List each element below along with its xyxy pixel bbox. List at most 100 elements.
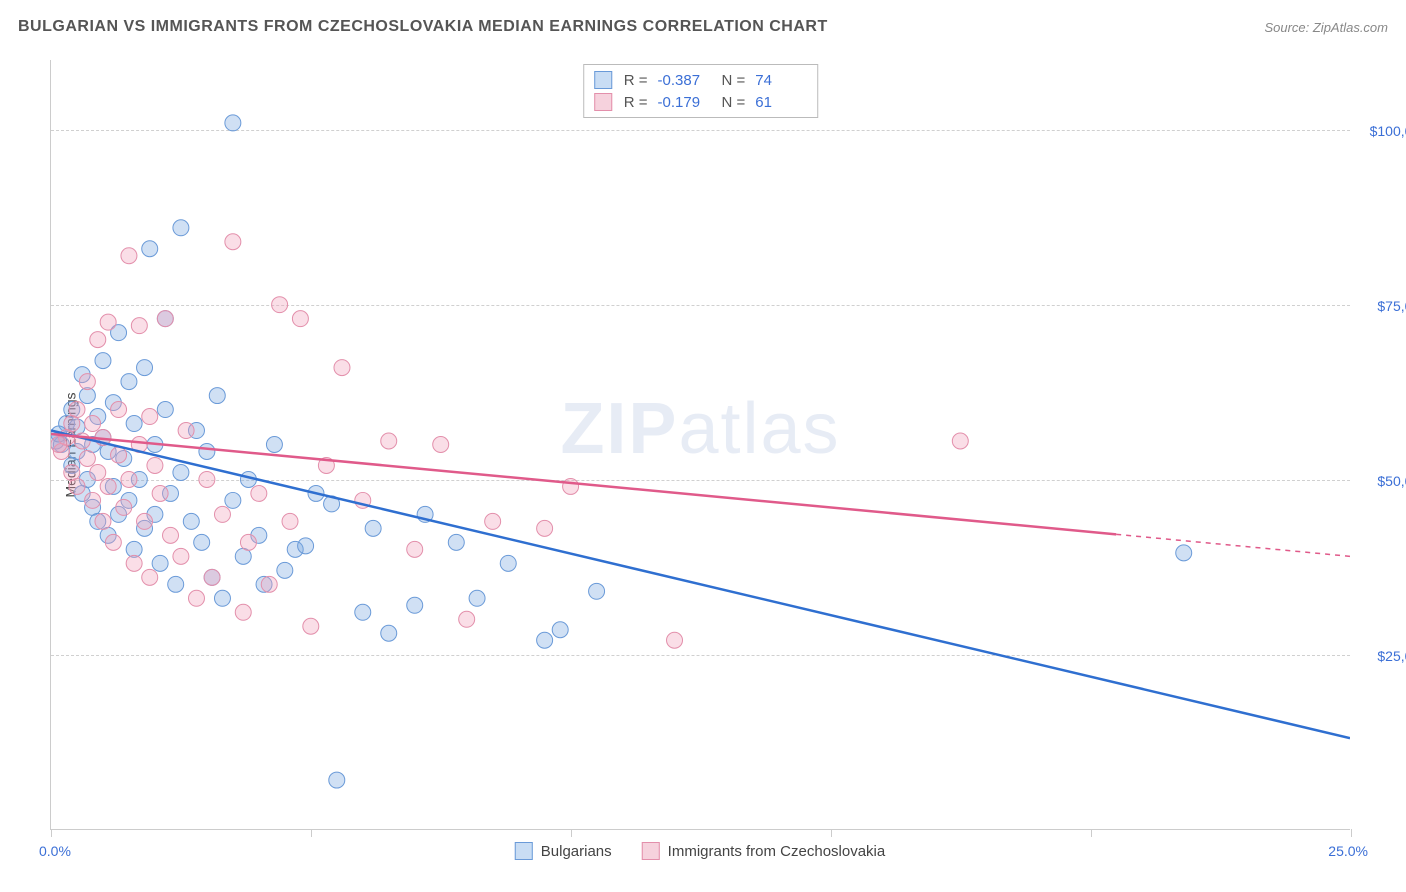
scatter-point [173, 220, 189, 236]
scatter-point [485, 513, 501, 529]
scatter-point [178, 423, 194, 439]
scatter-point [261, 576, 277, 592]
scatter-point [152, 485, 168, 501]
scatter-point [225, 492, 241, 508]
scatter-point [277, 562, 293, 578]
scatter-point [163, 527, 179, 543]
scatter-point [131, 318, 147, 334]
scatter-point [365, 520, 381, 536]
scatter-point [469, 590, 485, 606]
scatter-point [121, 471, 137, 487]
scatter-point [225, 115, 241, 131]
plot-region: ZIPatlas R = -0.387 N = 74 R = -0.179 N … [50, 60, 1350, 830]
legend-r-label-1: R = [624, 94, 648, 111]
scatter-point [105, 534, 121, 550]
y-tick-label: $100,000 [1370, 123, 1406, 139]
scatter-point [137, 513, 153, 529]
legend-n-label-1: N = [722, 94, 746, 111]
x-tick [311, 829, 312, 837]
scatter-point [126, 416, 142, 432]
scatter-point [272, 297, 288, 313]
scatter-point [952, 433, 968, 449]
scatter-point [589, 583, 605, 599]
scatter-point [381, 625, 397, 641]
scatter-point [204, 569, 220, 585]
x-tick [1091, 829, 1092, 837]
scatter-point [121, 374, 137, 390]
scatter-point [266, 437, 282, 453]
scatter-point [355, 604, 371, 620]
source-name: ZipAtlas.com [1313, 20, 1388, 35]
scatter-point [381, 433, 397, 449]
scatter-point [116, 499, 132, 515]
legend-stat-row-1: R = -0.179 N = 61 [594, 91, 808, 113]
scatter-point [100, 478, 116, 494]
scatter-point [194, 534, 210, 550]
regression-line [51, 431, 1350, 739]
scatter-point [85, 492, 101, 508]
scatter-point [90, 464, 106, 480]
scatter-point [51, 437, 67, 453]
scatter-point [95, 353, 111, 369]
scatter-point [667, 632, 683, 648]
y-tick-label: $50,000 [1377, 473, 1406, 489]
scatter-point [334, 360, 350, 376]
scatter-point [100, 314, 116, 330]
legend-n-label-0: N = [722, 72, 746, 89]
scatter-point [95, 513, 111, 529]
scatter-point [147, 457, 163, 473]
scatter-point [168, 576, 184, 592]
legend-r-value-1: -0.179 [658, 94, 710, 111]
scatter-point [240, 534, 256, 550]
scatter-point [142, 569, 158, 585]
legend-statistics: R = -0.387 N = 74 R = -0.179 N = 61 [583, 64, 819, 118]
scatter-point [79, 374, 95, 390]
source-prefix: Source: [1264, 20, 1312, 35]
source-attribution: Source: ZipAtlas.com [1264, 20, 1388, 35]
scatter-point [251, 485, 267, 501]
scatter-point [214, 590, 230, 606]
scatter-point [225, 234, 241, 250]
scatter-point [199, 444, 215, 460]
chart-header: BULGARIAN VS IMMIGRANTS FROM CZECHOSLOVA… [18, 18, 1388, 36]
scatter-point [142, 241, 158, 257]
scatter-point [329, 772, 345, 788]
scatter-point [111, 402, 127, 418]
scatter-point [209, 388, 225, 404]
x-tick [831, 829, 832, 837]
y-tick-label: $75,000 [1377, 298, 1406, 314]
scatter-point [142, 409, 158, 425]
scatter-point [79, 450, 95, 466]
scatter-point [199, 471, 215, 487]
scatter-point [183, 513, 199, 529]
legend-r-label-0: R = [624, 72, 648, 89]
scatter-point [157, 311, 173, 327]
y-tick-label: $25,000 [1377, 648, 1406, 664]
scatter-point [537, 520, 553, 536]
x-tick [571, 829, 572, 837]
scatter-point [188, 590, 204, 606]
legend-series-swatch-1 [642, 842, 660, 860]
legend-n-value-0: 74 [755, 72, 807, 89]
legend-swatch-1 [594, 93, 612, 111]
x-axis-label-max: 25.0% [1328, 843, 1368, 859]
regression-line-dashed [1116, 534, 1350, 556]
legend-series-label-1: Immigrants from Czechoslovakia [668, 843, 886, 860]
scatter-point [537, 632, 553, 648]
scatter-point [292, 311, 308, 327]
legend-stat-row-0: R = -0.387 N = 74 [594, 69, 808, 91]
legend-n-value-1: 61 [755, 94, 807, 111]
scatter-point [121, 248, 137, 264]
scatter-point [126, 555, 142, 571]
scatter-point [173, 464, 189, 480]
scatter-point [90, 332, 106, 348]
scatter-point [448, 534, 464, 550]
legend-series-item-1: Immigrants from Czechoslovakia [642, 842, 886, 860]
scatter-point [85, 416, 101, 432]
scatter-point [282, 513, 298, 529]
scatter-point [407, 597, 423, 613]
scatter-point [214, 506, 230, 522]
legend-series-swatch-0 [515, 842, 533, 860]
scatter-point [69, 402, 85, 418]
scatter-point [152, 555, 168, 571]
